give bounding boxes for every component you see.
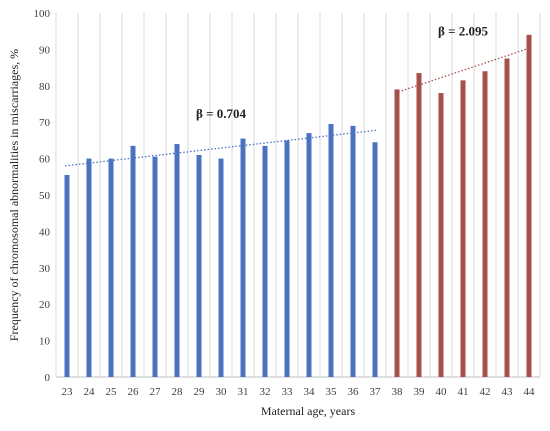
x-tick-label: 24 [84,386,96,398]
y-tick-label: 30 [39,263,51,275]
bar [394,89,400,377]
bar [174,144,180,377]
bar [196,154,202,377]
x-axis-title: Maternal age, years [261,404,356,418]
x-tick-label: 43 [502,386,514,398]
bar [482,71,488,378]
y-tick-label: 0 [45,372,51,384]
y-tick-label: 60 [39,154,51,166]
y-tick-label: 20 [39,299,51,311]
y-axis-ticks: 0 10 20 30 40 50 60 70 80 90 100 [34,8,51,384]
x-tick-label: 33 [282,386,294,398]
bar [130,145,136,377]
x-tick-label: 36 [348,386,360,398]
x-tick-label: 27 [150,386,162,398]
bar [328,124,334,378]
x-tick-label: 26 [128,386,140,398]
bar [504,58,510,377]
bar [86,158,92,377]
y-tick-label: 90 [39,44,51,56]
trendline-label: β = 2.095 [438,24,489,39]
x-tick-label: 35 [326,386,338,398]
x-tick-label: 41 [458,386,469,398]
bar [64,174,70,377]
bar [262,145,268,377]
x-tick-label: 32 [260,386,271,398]
y-tick-label: 40 [39,226,51,238]
bar [350,125,356,377]
y-tick-label: 70 [39,117,51,129]
bar [460,80,466,377]
x-tick-label: 30 [216,386,228,398]
x-tick-label: 28 [172,386,184,398]
bar [108,158,114,377]
bar [218,158,224,377]
bar [526,34,532,378]
bar [306,133,312,377]
y-tick-label: 80 [39,81,51,93]
trendlines: β = 0.704 β = 2.095 [64,24,532,167]
x-tick-label: 40 [436,386,448,398]
x-tick-label: 25 [106,386,118,398]
bar [416,73,422,377]
y-axis-title: Frequency of chromosomal abnormalities i… [7,49,21,341]
x-tick-label: 42 [480,386,491,398]
bar [240,138,246,377]
grid-lines [55,13,541,378]
y-tick-label: 10 [39,336,51,348]
y-tick-label: 50 [39,190,51,202]
x-tick-label: 31 [238,386,249,398]
x-tick-label: 23 [62,386,74,398]
x-tick-label: 34 [304,386,316,398]
bar [372,142,378,377]
trendline-label: β = 0.704 [196,106,247,121]
x-tick-label: 29 [194,386,206,398]
bar [284,140,290,377]
x-axis-ticks: 23 24 25 26 27 28 29 30 31 32 33 34 35 36 37 38 39 40 41 42… [62,386,536,398]
trendline [394,46,532,94]
bar [152,156,158,377]
x-tick-label: 39 [414,386,426,398]
x-tick-label: 44 [524,386,536,398]
x-tick-label: 38 [392,386,404,398]
x-tick-label: 37 [370,386,382,398]
y-tick-label: 100 [34,8,51,20]
bar [438,93,444,377]
bars [64,34,532,378]
